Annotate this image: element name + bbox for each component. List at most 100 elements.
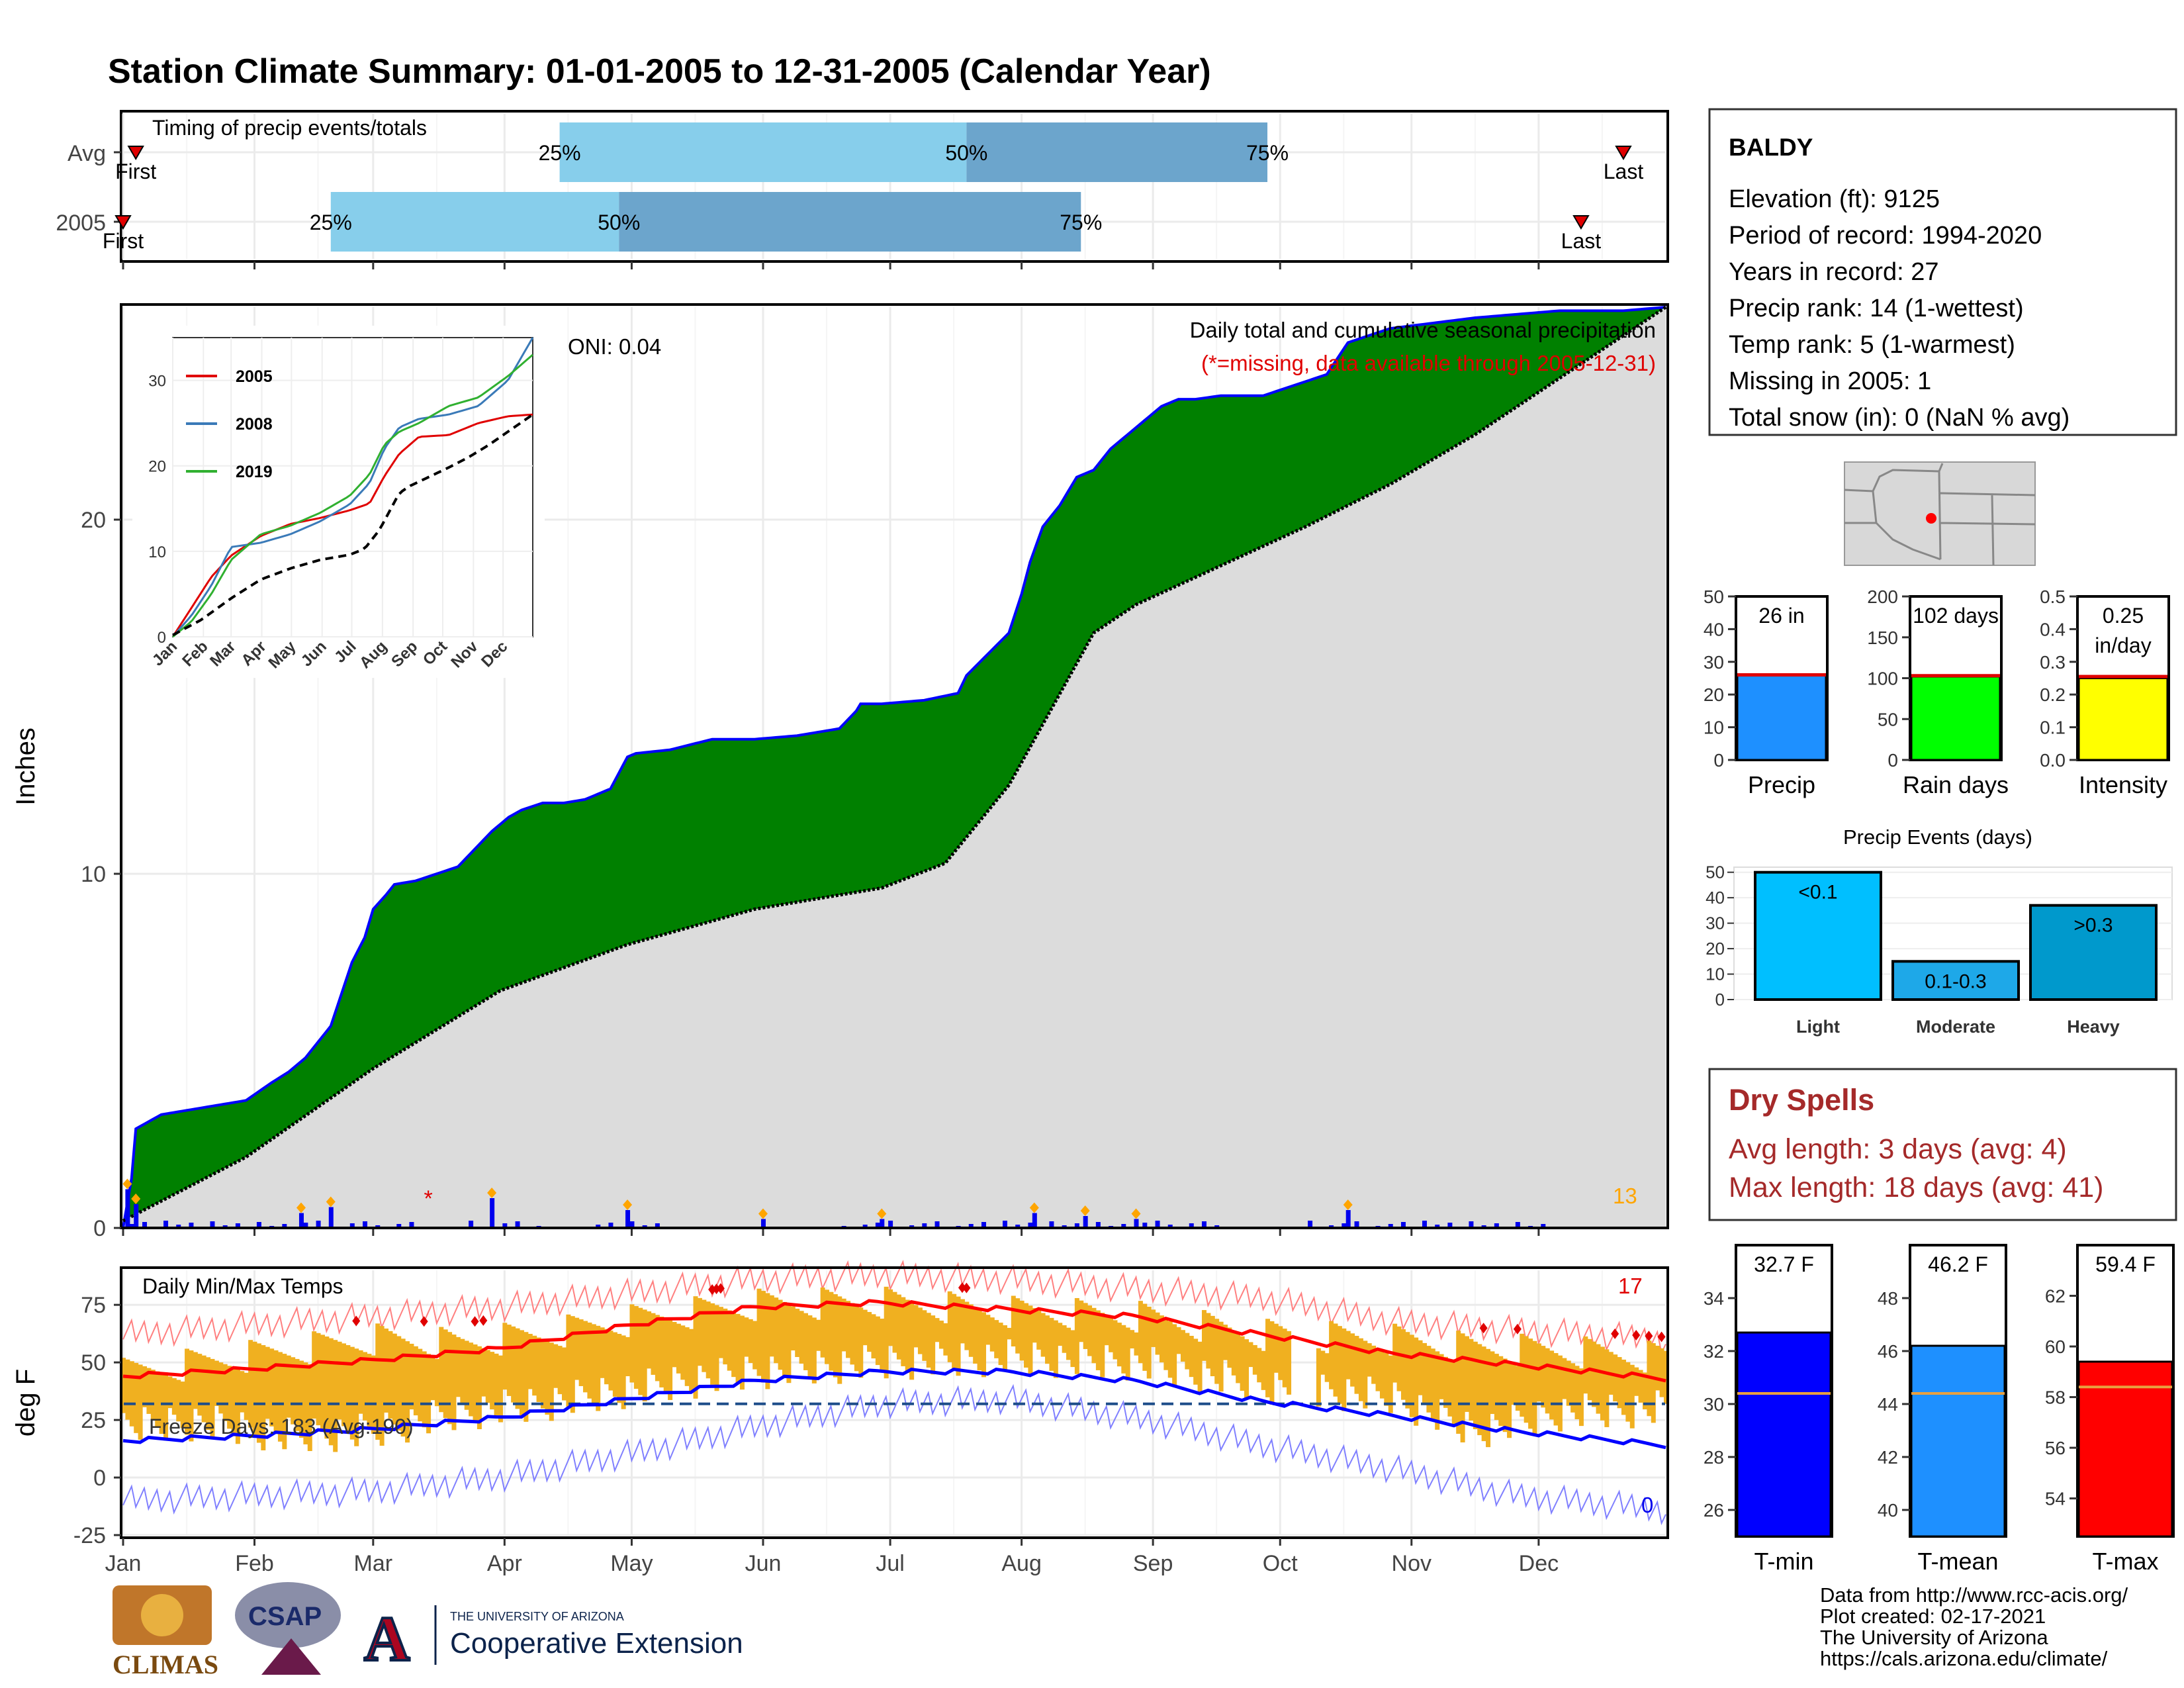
mini-chart-y-tick-label: 10 xyxy=(1704,718,1724,738)
daily-temp-bar xyxy=(354,1348,359,1446)
daily-temp-bar xyxy=(1469,1338,1474,1421)
daily-temp-bar xyxy=(566,1314,571,1407)
freeze-days-label: Freeze Days: 183 (Avg:190) xyxy=(149,1415,414,1438)
daily-temp-bar xyxy=(193,1352,198,1409)
daily-temp-bar xyxy=(837,1296,842,1384)
temperature-panel: Daily Min/Max Temps Freeze Days: 183 (Av… xyxy=(11,1260,1669,1576)
daily-temp-bar xyxy=(1388,1355,1393,1413)
daily-temp-bar xyxy=(1053,1320,1058,1378)
heavy-event-marker xyxy=(623,1199,633,1210)
temp-y-axis-title: deg F xyxy=(11,1369,40,1436)
events-y-tick-label: 10 xyxy=(1706,964,1725,984)
daily-temp-bar xyxy=(1520,1333,1525,1417)
mini-chart-category-label: T-min xyxy=(1754,1548,1814,1575)
mini-chart-value-bar xyxy=(1736,1331,1832,1538)
mini-chart-value-label: 26 in xyxy=(1758,604,1804,628)
station-location-marker xyxy=(1926,513,1936,524)
daily-temp-bar xyxy=(1028,1305,1033,1375)
heavy-event-marker xyxy=(1343,1199,1353,1210)
station-info-frame xyxy=(1708,108,2177,436)
daily-temp-bar xyxy=(1015,1298,1021,1354)
mini-chart-y-tick-label: 0.2 xyxy=(2040,684,2066,705)
daily-temp-bar xyxy=(485,1350,490,1403)
average-cumulative-area xyxy=(123,307,1666,1228)
mini-chart-category-label: T-max xyxy=(2092,1548,2158,1575)
daily-temp-bar xyxy=(1151,1309,1156,1347)
csap-logo: CSAP xyxy=(235,1582,341,1675)
inset-y-tick-label: 0 xyxy=(158,629,166,647)
record-high-marker xyxy=(958,1282,966,1293)
timing-q50-label: 50% xyxy=(598,211,640,234)
daily-temp-bar xyxy=(1570,1363,1576,1413)
daily-temp-bar xyxy=(545,1340,550,1415)
daily-precip-bar xyxy=(1494,1223,1499,1228)
daily-temp-bar xyxy=(647,1311,652,1369)
daily-temp-bar xyxy=(371,1355,376,1434)
inset-series-line xyxy=(171,337,534,637)
mini-chart-value-bar xyxy=(1910,1344,2006,1538)
events-bar xyxy=(2029,904,2158,1001)
timing-last-label: Last xyxy=(1604,160,1644,183)
daily-precip-bar xyxy=(1032,1213,1037,1228)
daily-temp-bar xyxy=(248,1340,253,1428)
daily-precip-bar xyxy=(875,1223,880,1228)
timing-q50-q75-bar xyxy=(619,192,1081,252)
daily-temp-bar xyxy=(905,1299,910,1374)
daily-precip-bar xyxy=(256,1222,261,1228)
daily-temp-bar xyxy=(790,1306,796,1351)
daily-temp-bar xyxy=(1651,1343,1656,1423)
record-high-marker xyxy=(1632,1329,1641,1340)
cooperative-extension-text: Cooperative Extension xyxy=(450,1627,743,1660)
month-label: Jan xyxy=(105,1551,142,1576)
daily-temp-bar xyxy=(1541,1346,1546,1408)
daily-temp-bar xyxy=(1167,1321,1173,1378)
daily-temp-bar xyxy=(197,1354,203,1416)
mini-chart-y-tick-label: 40 xyxy=(1878,1500,1898,1521)
daily-temp-bar xyxy=(612,1332,617,1397)
daily-temp-bar xyxy=(1613,1354,1618,1402)
month-label: Mar xyxy=(354,1551,393,1576)
events-y-tick-label: 30 xyxy=(1706,914,1725,933)
daily-temp-bar xyxy=(244,1372,249,1421)
daily-temp-bar xyxy=(981,1312,986,1378)
daily-temp-bar xyxy=(261,1345,266,1450)
daily-temp-bar xyxy=(816,1319,821,1351)
daily-temp-bar xyxy=(121,1358,126,1413)
daily-temp-bar xyxy=(1396,1326,1402,1391)
daily-temp-bar xyxy=(718,1307,723,1358)
daily-temp-bar xyxy=(1447,1359,1453,1417)
daily-temp-bar xyxy=(146,1368,152,1414)
daily-temp-bar xyxy=(680,1325,686,1380)
daily-temp-bar xyxy=(922,1310,927,1361)
daily-temp-bar xyxy=(651,1313,656,1375)
daily-temp-bar xyxy=(413,1346,418,1416)
daily-temp-bar xyxy=(388,1331,393,1419)
daily-temp-bar xyxy=(1545,1348,1550,1414)
daily-temp-bar xyxy=(799,1311,804,1364)
daily-temp-bar xyxy=(1375,1348,1381,1391)
daily-temp-bar xyxy=(430,1356,435,1401)
daily-temp-bar xyxy=(803,1313,809,1370)
tmean-chart: 40 42 44 46 48 46.2 F T-mean xyxy=(1878,1244,2007,1575)
daily-temp-bar xyxy=(1206,1313,1211,1369)
daily-temp-bar xyxy=(1070,1330,1075,1368)
daily-temp-bar xyxy=(1414,1337,1419,1426)
month-label: Jul xyxy=(876,1551,904,1576)
daily-temp-bar xyxy=(1201,1310,1206,1361)
daily-temp-bar xyxy=(549,1342,554,1421)
daily-temp-bar xyxy=(633,1306,639,1389)
mini-chart-y-tick-label: 0.3 xyxy=(2040,652,2066,673)
events-y-tick-label: 50 xyxy=(1706,863,1725,882)
daily-temp-bar xyxy=(960,1299,965,1344)
daily-precip-bar xyxy=(409,1222,414,1228)
precip-y-tick-label: 10 xyxy=(81,862,106,887)
daily-precip-bar xyxy=(1308,1221,1313,1228)
daily-temp-bar xyxy=(1596,1344,1601,1414)
average-cumulative-line xyxy=(122,305,1667,1223)
daily-precip-bar xyxy=(1342,1223,1347,1228)
mini-chart-y-tick-label: 42 xyxy=(1878,1447,1898,1468)
daily-temp-bar xyxy=(748,1319,753,1364)
daily-temp-bar xyxy=(1083,1303,1088,1349)
heavy-event-marker xyxy=(131,1194,141,1204)
university-a-logo: A xyxy=(364,1603,410,1674)
